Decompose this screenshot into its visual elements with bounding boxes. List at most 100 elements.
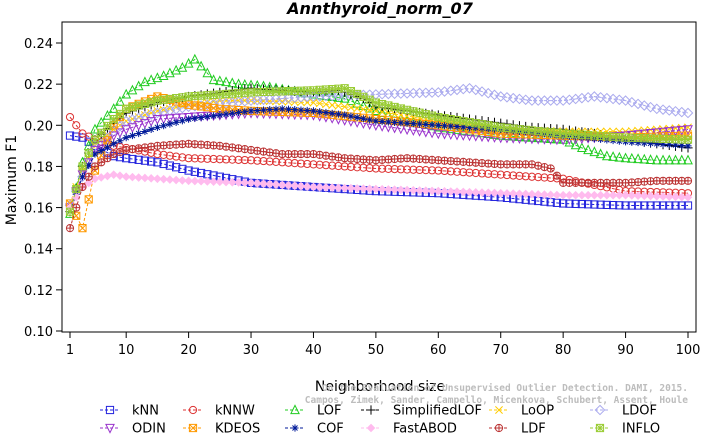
data-point [509, 171, 518, 180]
legend-item-inflo: INFLO [590, 422, 660, 434]
data-point [596, 190, 605, 200]
data-point [483, 132, 494, 143]
legend-label: FastABOD [393, 422, 457, 434]
data-point [378, 164, 387, 173]
data-point [477, 169, 487, 178]
data-point [452, 167, 462, 176]
y-tick-label: 0.14 [24, 243, 53, 258]
legend-marker [188, 423, 198, 433]
data-point [228, 109, 236, 117]
data-point [496, 170, 505, 179]
data-point [108, 131, 119, 142]
data-point [664, 154, 675, 165]
data-point [246, 156, 256, 165]
data-point [296, 159, 306, 168]
data-point [84, 172, 93, 181]
data-point [558, 190, 568, 200]
data-point [576, 92, 588, 104]
data-point [209, 154, 218, 164]
data-point [564, 94, 575, 106]
data-point [152, 115, 163, 125]
data-point [265, 179, 275, 189]
data-point [476, 86, 488, 97]
data-point [595, 148, 606, 159]
data-point [234, 178, 243, 187]
data-point [190, 167, 199, 176]
series-inflo [65, 84, 693, 216]
data-point [147, 157, 156, 166]
data-point [409, 185, 418, 195]
data-point [171, 175, 181, 185]
data-point [477, 132, 487, 143]
legend-item-lof: LOF [285, 404, 342, 419]
data-point [670, 126, 681, 137]
data-point [278, 158, 287, 167]
data-point [121, 172, 131, 182]
data-point [384, 118, 392, 126]
data-point [621, 201, 630, 210]
data-point [590, 200, 599, 209]
data-point [322, 108, 330, 117]
data-point [158, 106, 169, 118]
data-point [427, 128, 437, 139]
data-point [384, 185, 393, 194]
data-point [657, 104, 669, 115]
data-point [533, 132, 544, 143]
data-point [620, 95, 631, 106]
data-point [103, 171, 112, 181]
legend-item-fastabod: FastABOD [361, 422, 457, 434]
legend-item-ldof: LDOF [590, 404, 657, 419]
legend-item-kdeos: KDEOS [183, 422, 260, 434]
legend-marker [595, 423, 605, 433]
data-point [683, 201, 693, 210]
data-point [670, 105, 681, 117]
data-point [664, 127, 675, 137]
data-point [595, 92, 606, 103]
data-point [158, 114, 169, 125]
data-point [353, 113, 361, 122]
data-point [165, 94, 174, 104]
data-point [103, 143, 112, 151]
data-point [110, 140, 118, 148]
data-point [196, 168, 206, 178]
data-point [178, 93, 187, 102]
data-point [384, 164, 393, 173]
data-point [614, 131, 625, 142]
data-point [534, 173, 543, 182]
data-point [645, 101, 656, 113]
data-point [109, 170, 119, 179]
data-point [502, 170, 512, 180]
legend-item-knn: kNN [100, 404, 159, 419]
data-point [677, 192, 687, 202]
data-point [128, 172, 137, 182]
data-point [309, 182, 318, 192]
data-point [678, 141, 686, 150]
x-tick-label: 100 [676, 343, 701, 358]
data-point [284, 181, 293, 190]
data-point [271, 180, 281, 189]
legend-label: kNNW [215, 404, 255, 419]
data-point [638, 100, 650, 111]
series-ldf [65, 139, 693, 233]
data-point [197, 113, 205, 122]
data-point [145, 109, 157, 120]
legend-marker [105, 405, 115, 415]
legend-item-simplifiedlof: SimplifiedLOF [361, 404, 482, 419]
data-point [645, 154, 656, 164]
data-point [646, 201, 655, 210]
data-point [472, 124, 480, 132]
data-point [589, 146, 600, 157]
data-point [72, 184, 81, 194]
data-point [96, 116, 107, 127]
data-point [495, 91, 507, 102]
data-point [607, 93, 619, 105]
data-point [615, 201, 624, 210]
x-tick-label: 20 [180, 343, 197, 358]
data-point [146, 174, 156, 183]
data-point [459, 168, 468, 177]
data-point [328, 161, 337, 170]
data-point [676, 106, 688, 118]
data-point [415, 165, 424, 175]
data-point [208, 74, 219, 85]
